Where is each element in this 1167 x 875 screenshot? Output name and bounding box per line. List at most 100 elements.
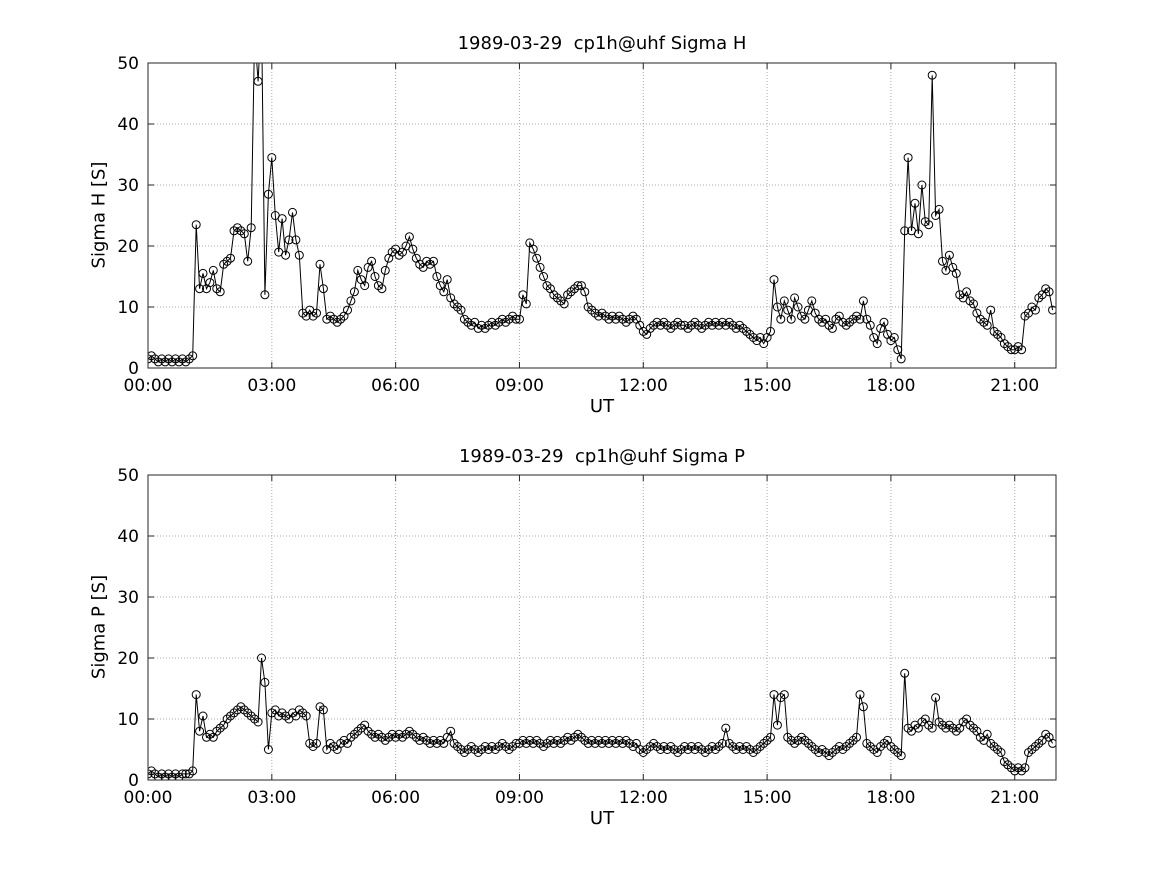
data-point-marker xyxy=(693,320,703,330)
data-point-marker xyxy=(917,180,927,190)
data-point-marker xyxy=(473,323,483,333)
sigma-h-plot: 00:00 03:00 06:00 09:00 12:00 15:00 18:00 21:00… xyxy=(117,54,1057,396)
data-point-marker xyxy=(944,250,954,260)
data-point-marker xyxy=(827,323,837,333)
data-point-marker xyxy=(497,738,507,748)
data-point-marker xyxy=(408,244,418,254)
data-point-marker xyxy=(594,735,604,745)
data-point-marker xyxy=(824,320,834,330)
data-point-marker xyxy=(229,226,239,236)
data-point-marker xyxy=(724,317,734,327)
data-point-marker xyxy=(446,726,456,736)
data-point-marker xyxy=(628,311,638,321)
data-point-marker xyxy=(501,317,511,327)
data-point-marker xyxy=(858,296,868,306)
data-point-marker xyxy=(148,769,153,779)
data-point-marker xyxy=(1041,284,1051,294)
data-point-marker xyxy=(167,772,177,780)
axes-box xyxy=(147,62,1057,369)
data-point-marker xyxy=(1048,738,1056,748)
data-point-marker xyxy=(267,153,277,163)
sigma-p-chart-title: 1989-03-29 cp1h@uhf Sigma P xyxy=(458,446,746,467)
data-point-marker xyxy=(576,732,586,742)
data-point-marker xyxy=(432,272,442,281)
data-point-marker xyxy=(721,723,731,733)
data-point-marker xyxy=(401,729,411,739)
data-point-marker xyxy=(1030,305,1040,315)
data-point-marker xyxy=(343,305,352,315)
data-point-marker xyxy=(263,745,273,754)
x-tick-label: 12:00 xyxy=(619,376,668,396)
data-point-marker xyxy=(521,299,531,309)
data-point-marker xyxy=(594,311,604,321)
data-point-marker xyxy=(318,705,328,715)
data-point-marker xyxy=(779,296,789,306)
data-point-marker xyxy=(886,742,896,751)
data-point-marker xyxy=(559,299,569,309)
data-point-marker xyxy=(367,729,377,739)
data-point-marker xyxy=(422,735,432,745)
data-point-marker xyxy=(332,317,342,327)
data-point-marker xyxy=(742,742,751,751)
data-point-marker xyxy=(294,250,304,260)
x-tick-label: 15:00 xyxy=(743,788,792,808)
data-point-marker xyxy=(222,714,232,724)
data-point-marker xyxy=(532,253,542,263)
data-point-marker xyxy=(312,308,321,318)
data-point-marker xyxy=(552,293,562,303)
data-point-marker xyxy=(518,290,528,300)
data-point-marker xyxy=(772,720,782,730)
y-tick-label: 0 xyxy=(128,771,139,791)
data-point-marker xyxy=(848,735,858,745)
data-point-marker xyxy=(184,354,194,364)
data-point-marker xyxy=(621,317,631,327)
data-point-marker xyxy=(380,265,390,275)
data-point-marker xyxy=(728,320,738,330)
data-point-marker xyxy=(903,153,913,163)
data-point-marker xyxy=(896,354,906,364)
x-tick-label: 21:00 xyxy=(990,788,1039,808)
y-tick-label: 30 xyxy=(117,588,139,608)
data-point-marker xyxy=(793,302,803,312)
data-point-marker xyxy=(879,317,889,327)
data-point-marker xyxy=(377,732,387,742)
sigma-p-y-axis-label: Sigma P [S] xyxy=(88,574,110,680)
data-point-marker xyxy=(824,751,834,761)
data-point-marker xyxy=(728,742,738,751)
data-point-marker xyxy=(924,220,934,230)
data-point-marker xyxy=(260,677,270,687)
data-point-marker xyxy=(563,290,573,300)
data-point-marker xyxy=(986,738,996,748)
data-point-marker xyxy=(927,70,937,80)
data-point-marker xyxy=(838,745,848,754)
data-point-marker xyxy=(580,287,590,297)
data-point-marker xyxy=(239,705,249,715)
data-point-marker xyxy=(989,742,999,751)
data-point-marker xyxy=(308,311,318,321)
data-point-marker xyxy=(177,769,187,779)
data-point-marker xyxy=(473,748,483,757)
data-point-marker xyxy=(1006,763,1016,773)
data-point-marker xyxy=(597,738,607,748)
data-point-marker xyxy=(855,314,865,324)
data-point-marker xyxy=(246,223,256,233)
data-point-marker xyxy=(587,305,597,315)
data-point-marker xyxy=(291,235,301,245)
data-point-marker xyxy=(659,742,669,751)
data-point-marker xyxy=(315,259,325,269)
data-point-marker xyxy=(683,745,693,754)
data-point-marker xyxy=(212,284,222,294)
data-point-marker xyxy=(693,742,703,751)
data-point-marker xyxy=(969,299,978,309)
data-point-marker xyxy=(927,723,937,733)
data-point-marker xyxy=(429,256,438,266)
data-point-marker xyxy=(766,732,775,742)
data-point-marker xyxy=(539,272,548,281)
data-point-marker xyxy=(336,314,346,324)
data-point-marker xyxy=(938,256,947,266)
data-point-marker xyxy=(587,735,597,745)
data-point-marker xyxy=(786,314,796,324)
data-point-marker xyxy=(1034,293,1044,303)
data-point-marker xyxy=(769,275,779,285)
